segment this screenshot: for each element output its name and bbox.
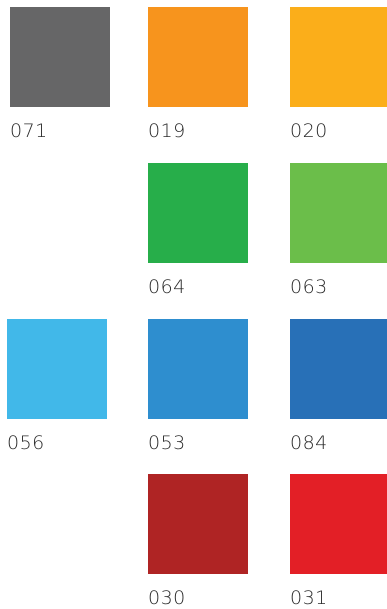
- swatch-code-label: 056: [7, 432, 45, 454]
- color-swatch[interactable]: [148, 7, 248, 107]
- color-swatch[interactable]: [290, 474, 387, 574]
- swatch-code-label: 019: [148, 120, 186, 142]
- swatch-064[interactable]: 064: [148, 163, 248, 298]
- color-swatch[interactable]: [290, 163, 387, 263]
- swatch-063[interactable]: 063: [290, 163, 387, 298]
- swatch-020[interactable]: 020: [290, 7, 387, 142]
- swatch-code-label: 071: [10, 120, 48, 142]
- swatch-031[interactable]: 031: [290, 474, 387, 609]
- swatch-code-label: 063: [290, 276, 328, 298]
- swatch-code-label: 064: [148, 276, 186, 298]
- swatch-code-label: 020: [290, 120, 328, 142]
- swatch-084[interactable]: 084: [290, 319, 387, 454]
- swatch-019[interactable]: 019: [148, 7, 248, 142]
- swatch-code-label: 031: [290, 587, 328, 609]
- swatch-code-label: 053: [148, 432, 186, 454]
- color-swatch[interactable]: [148, 319, 248, 419]
- color-swatch[interactable]: [148, 163, 248, 263]
- swatch-056[interactable]: 056: [7, 319, 107, 454]
- color-swatch[interactable]: [290, 7, 387, 107]
- swatch-071[interactable]: 071: [10, 7, 110, 142]
- color-swatch[interactable]: [290, 319, 387, 419]
- color-swatch[interactable]: [10, 7, 110, 107]
- swatch-code-label: 030: [148, 587, 186, 609]
- color-swatch[interactable]: [148, 474, 248, 574]
- color-swatch[interactable]: [7, 319, 107, 419]
- swatch-053[interactable]: 053: [148, 319, 248, 454]
- swatch-030[interactable]: 030: [148, 474, 248, 609]
- swatch-code-label: 084: [290, 432, 328, 454]
